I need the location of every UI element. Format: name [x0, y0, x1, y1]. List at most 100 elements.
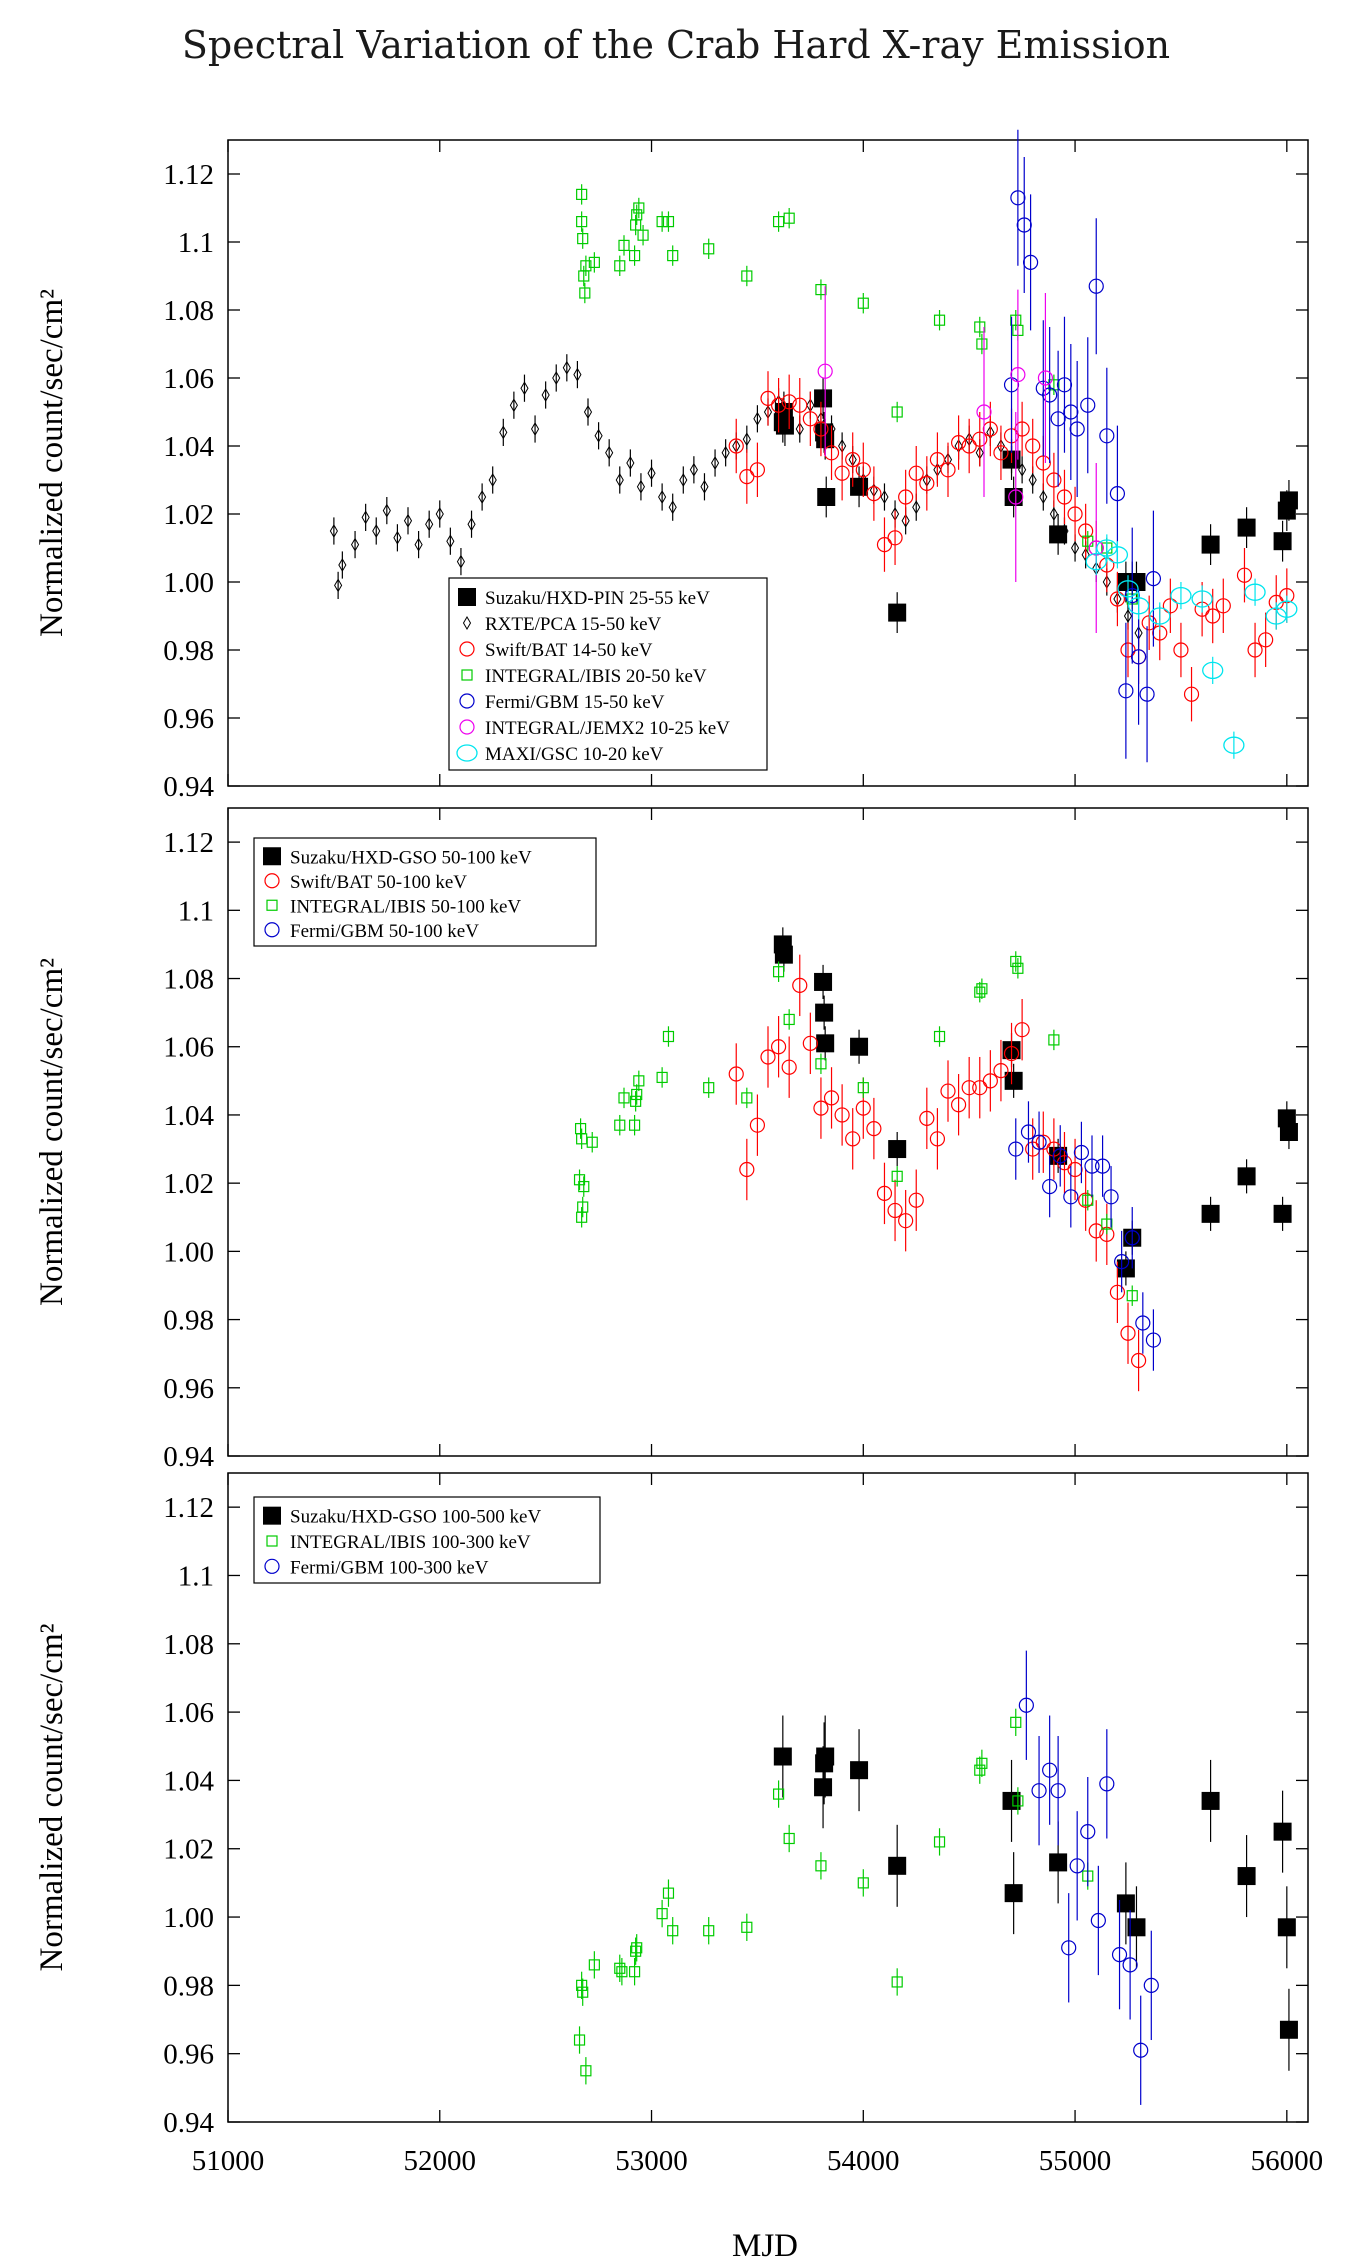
data-point — [1201, 535, 1220, 554]
data-point — [1014, 421, 1030, 437]
data-point — [1067, 1161, 1083, 1178]
data-point — [630, 1945, 642, 1957]
data-point — [1170, 586, 1192, 605]
y-tick-label: 1.12 — [163, 159, 214, 191]
data-point — [961, 438, 977, 454]
data-point — [1080, 397, 1096, 413]
data-point — [817, 363, 833, 379]
data-point — [1279, 1123, 1298, 1141]
data-point — [1111, 1947, 1128, 1963]
data-point — [950, 435, 967, 451]
data-point — [815, 1860, 827, 1872]
data-point — [783, 1832, 795, 1845]
series-integral_ibis — [573, 951, 1138, 1306]
legend-marker — [459, 719, 475, 735]
data-point — [1056, 489, 1073, 505]
legend-box — [253, 837, 597, 947]
data-point — [1082, 1194, 1094, 1206]
data-point — [1258, 632, 1274, 648]
plot-frame — [227, 1472, 1309, 2123]
data-point — [703, 243, 715, 255]
legend-entry: INTEGRAL/IBIS 20-50 keV — [485, 666, 707, 687]
data-point — [1016, 217, 1032, 233]
y-tick-label: 1.1 — [178, 1560, 214, 1592]
data-point — [1063, 1189, 1079, 1205]
data-point — [866, 1120, 882, 1137]
data-point — [594, 428, 603, 443]
data-point — [446, 534, 455, 549]
legend-entry: MAXI/GSC 10-20 keV — [485, 744, 664, 765]
data-point — [982, 421, 998, 437]
data-point — [1273, 1204, 1292, 1223]
legend-entry: Fermi/GBM 100-300 keV — [290, 1557, 489, 1578]
data-point — [541, 388, 550, 402]
legend: Suzaku/HXD-GSO 50-100 keV Swift/BAT 50-10… — [253, 837, 597, 947]
x-axis-ticks: 51000 52000 53000 54000 55000 56000 — [192, 2145, 1323, 2177]
data-point — [940, 1083, 956, 1099]
legend-entry: Swift/BAT 50-100 keV — [290, 872, 467, 893]
data-point — [562, 360, 571, 375]
data-point — [770, 397, 787, 413]
data-point — [919, 1110, 935, 1126]
data-point — [741, 1092, 753, 1104]
data-point — [1236, 567, 1253, 583]
x-tick-label: 51000 — [192, 2145, 265, 2177]
data-point — [630, 1095, 642, 1107]
y-tick-label: 0.94 — [163, 771, 214, 803]
data-point — [898, 489, 914, 505]
data-point — [435, 507, 444, 521]
data-point — [741, 270, 753, 282]
data-point — [1162, 598, 1178, 614]
data-point — [1028, 473, 1037, 487]
data-point — [876, 1185, 893, 1201]
data-point — [1014, 1022, 1030, 1038]
data-point — [614, 1962, 626, 1974]
data-point — [774, 403, 793, 421]
data-point — [976, 404, 992, 420]
data-point — [855, 462, 871, 478]
data-point — [578, 1180, 590, 1193]
data-point — [1088, 1223, 1104, 1239]
data-point — [1046, 472, 1062, 488]
data-point — [616, 1966, 628, 1978]
data-point — [1118, 683, 1134, 699]
legend-entry: INTEGRAL/IBIS 50-100 keV — [290, 896, 521, 917]
data-point — [580, 2065, 592, 2077]
legend-marker — [461, 669, 473, 681]
data-point — [1004, 1071, 1023, 1090]
data-point — [770, 1039, 787, 1055]
data-point — [814, 389, 833, 408]
series-fermi — [1018, 1650, 1159, 2105]
data-point — [1048, 1034, 1060, 1046]
data-point — [667, 1925, 679, 1937]
data-point — [350, 537, 360, 552]
data-point — [1205, 608, 1221, 624]
data-point — [993, 445, 1009, 461]
data-point — [974, 986, 986, 998]
data-point — [382, 503, 391, 518]
legend-marker — [456, 744, 478, 762]
x-tick-label: 54000 — [827, 2145, 900, 2177]
y-axis-label: Normalized count/sec/cm² — [34, 289, 70, 637]
data-point — [1063, 404, 1079, 420]
data-point — [1073, 1144, 1090, 1161]
data-point — [1130, 1352, 1147, 1369]
data-point — [1008, 1141, 1024, 1157]
y-axis-label: Normalized count/sec/cm² — [34, 958, 70, 1306]
data-point — [1060, 524, 1069, 538]
legend-marker — [459, 693, 475, 709]
data-point — [1130, 649, 1147, 665]
data-point — [891, 1976, 903, 1988]
data-point — [1191, 590, 1213, 608]
data-point — [1094, 1158, 1111, 1174]
data-point — [393, 530, 402, 545]
y-tick-label: 1.04 — [163, 431, 214, 463]
data-point — [425, 517, 434, 532]
data-point — [1012, 962, 1024, 974]
data-point — [1123, 609, 1133, 623]
data-point — [710, 456, 720, 470]
data-point — [783, 212, 795, 224]
data-point — [887, 1202, 903, 1219]
data-point — [662, 216, 675, 228]
y-tick-label: 1.00 — [163, 567, 214, 599]
